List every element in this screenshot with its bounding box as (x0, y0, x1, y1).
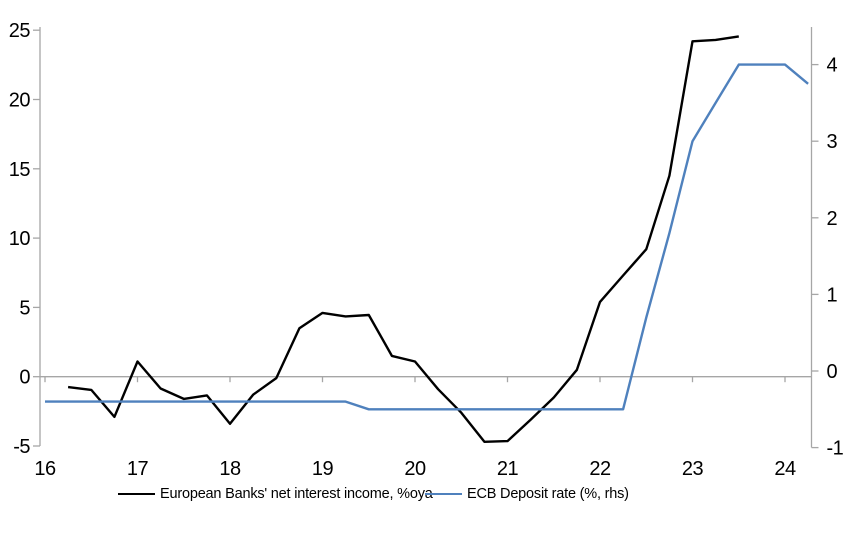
x-axis-tick-label: 18 (219, 458, 241, 480)
x-axis-tick-label: 19 (312, 458, 334, 480)
legend-item-ecb-deposit-rate: ECB Deposit rate (%, rhs) (425, 486, 629, 502)
x-axis-tick-label: 17 (127, 458, 149, 480)
legend-item-net-interest-income: European Banks' net interest income, %oy… (118, 486, 433, 502)
x-axis-tick-label: 23 (682, 458, 704, 480)
right-axis-tick-label: 1 (827, 284, 838, 306)
left-axis-tick-label: -5 (13, 436, 30, 458)
right-axis-tick-label: 2 (827, 208, 838, 230)
x-axis-tick-label: 21 (497, 458, 519, 480)
x-axis-tick-label: 16 (34, 458, 56, 480)
left-axis-tick-label: 20 (9, 90, 31, 112)
legend-swatch-blue-line (425, 492, 462, 496)
series-line-ecb-deposit-rate (45, 63, 809, 411)
legend-swatch-black-line (118, 492, 155, 496)
legend-label-net-interest-income: European Banks' net interest income, %oy… (160, 486, 433, 502)
left-axis-tick-label: 10 (9, 228, 31, 250)
right-axis-tick-label: 4 (827, 55, 838, 77)
legend-label-ecb-deposit-rate: ECB Deposit rate (%, rhs) (467, 486, 629, 502)
series-line-european-banks-net-interest-income (67, 35, 739, 443)
x-axis-tick-label: 20 (404, 458, 426, 480)
x-axis-tick-label: 24 (774, 458, 796, 480)
right-axis-tick-label: 0 (827, 361, 838, 383)
left-axis-tick-label: 25 (9, 20, 31, 42)
right-axis-tick-label: 3 (827, 131, 838, 153)
x-axis-tick-label: 22 (589, 458, 611, 480)
chart-legend: European Banks' net interest income, %oy… (0, 486, 852, 512)
left-axis-tick-label: 15 (9, 159, 31, 181)
left-axis-tick-label: 5 (19, 297, 30, 319)
right-axis-tick-label: -1 (827, 438, 844, 460)
left-axis-tick-label: 0 (19, 367, 30, 389)
